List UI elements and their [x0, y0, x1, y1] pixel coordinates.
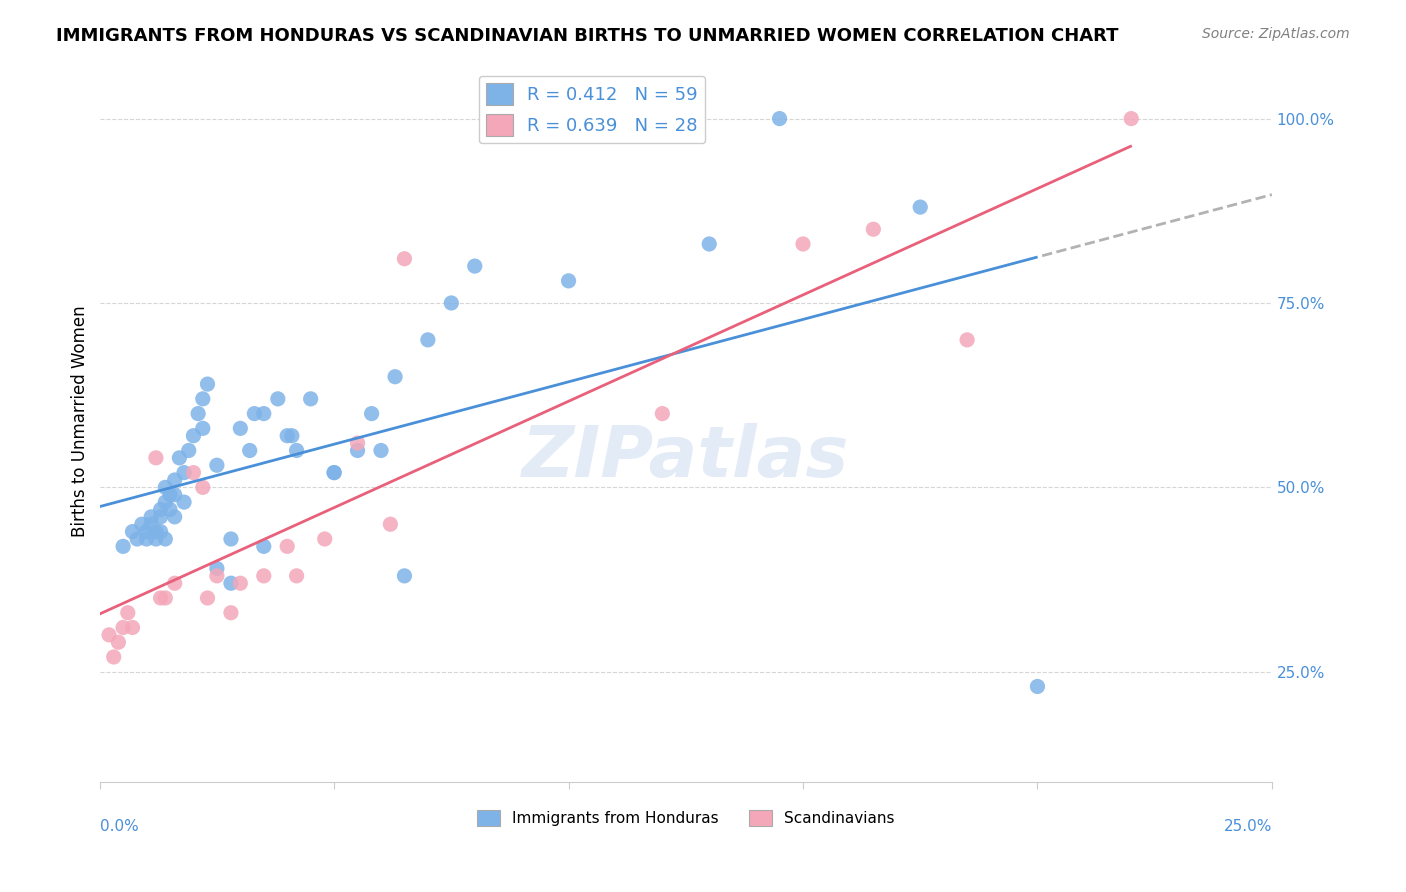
Point: [145, 524, 167, 539]
Point: [956, 333, 979, 347]
Point: [440, 296, 463, 310]
Point: [360, 407, 382, 421]
Text: IMMIGRANTS FROM HONDURAS VS SCANDINAVIAN BIRTHS TO UNMARRIED WOMEN CORRELATION C: IMMIGRANTS FROM HONDURAS VS SCANDINAVIAN…: [56, 27, 1119, 45]
Point: [239, 443, 262, 458]
Point: [121, 524, 143, 539]
Point: [205, 569, 228, 583]
Legend: Immigrants from Honduras, Scandinavians: Immigrants from Honduras, Scandinavians: [471, 805, 901, 832]
Point: [370, 443, 392, 458]
Point: [145, 532, 167, 546]
Point: [173, 495, 195, 509]
Text: 0.0%: 0.0%: [100, 819, 138, 834]
Point: [112, 620, 135, 634]
Text: ZIPatlas: ZIPatlas: [522, 423, 849, 491]
Point: [253, 569, 276, 583]
Point: [205, 561, 228, 575]
Point: [285, 443, 308, 458]
Point: [169, 450, 191, 465]
Point: [131, 517, 153, 532]
Point: [163, 473, 186, 487]
Point: [314, 532, 336, 546]
Point: [145, 450, 167, 465]
Point: [557, 274, 579, 288]
Point: [127, 532, 149, 546]
Point: [197, 591, 219, 605]
Text: 25.0%: 25.0%: [1223, 819, 1272, 834]
Point: [253, 407, 276, 421]
Point: [285, 569, 308, 583]
Point: [177, 443, 200, 458]
Point: [135, 532, 157, 546]
Point: [173, 466, 195, 480]
Point: [276, 540, 298, 554]
Point: [346, 443, 368, 458]
Point: [103, 650, 125, 665]
Point: [187, 407, 209, 421]
Point: [149, 591, 172, 605]
Point: [155, 480, 177, 494]
Point: [141, 509, 163, 524]
Point: [149, 502, 172, 516]
Point: [697, 237, 720, 252]
Point: [380, 517, 402, 532]
Point: [205, 458, 228, 473]
Point: [908, 200, 931, 214]
Point: [243, 407, 266, 421]
Point: [159, 502, 181, 516]
Point: [299, 392, 322, 406]
Point: [183, 466, 205, 480]
Point: [135, 524, 157, 539]
Point: [219, 606, 242, 620]
Point: [155, 532, 177, 546]
Point: [117, 606, 139, 620]
Point: [183, 428, 205, 442]
Point: [394, 569, 416, 583]
Point: [267, 392, 290, 406]
Point: [1121, 112, 1143, 126]
Point: [159, 488, 181, 502]
Point: [155, 591, 177, 605]
Point: [121, 620, 143, 634]
Point: [219, 576, 242, 591]
Point: [191, 392, 214, 406]
Point: [149, 509, 172, 524]
Point: [229, 576, 252, 591]
Point: [281, 428, 304, 442]
Point: [416, 333, 439, 347]
Point: [394, 252, 416, 266]
Point: [384, 369, 406, 384]
Text: Source: ZipAtlas.com: Source: ZipAtlas.com: [1202, 27, 1350, 41]
Y-axis label: Births to Unmarried Women: Births to Unmarried Women: [72, 305, 89, 537]
Point: [229, 421, 252, 435]
Point: [1026, 680, 1049, 694]
Point: [163, 576, 186, 591]
Point: [197, 377, 219, 392]
Point: [155, 495, 177, 509]
Point: [149, 524, 172, 539]
Point: [464, 259, 486, 273]
Point: [219, 532, 242, 546]
Point: [323, 466, 346, 480]
Point: [253, 540, 276, 554]
Point: [792, 237, 814, 252]
Point: [862, 222, 884, 236]
Point: [163, 509, 186, 524]
Point: [191, 480, 214, 494]
Point: [276, 428, 298, 442]
Point: [768, 112, 790, 126]
Point: [98, 628, 121, 642]
Point: [163, 488, 186, 502]
Point: [112, 540, 135, 554]
Point: [191, 421, 214, 435]
Point: [107, 635, 129, 649]
Point: [141, 517, 163, 532]
Point: [651, 407, 673, 421]
Point: [323, 466, 346, 480]
Point: [346, 436, 368, 450]
